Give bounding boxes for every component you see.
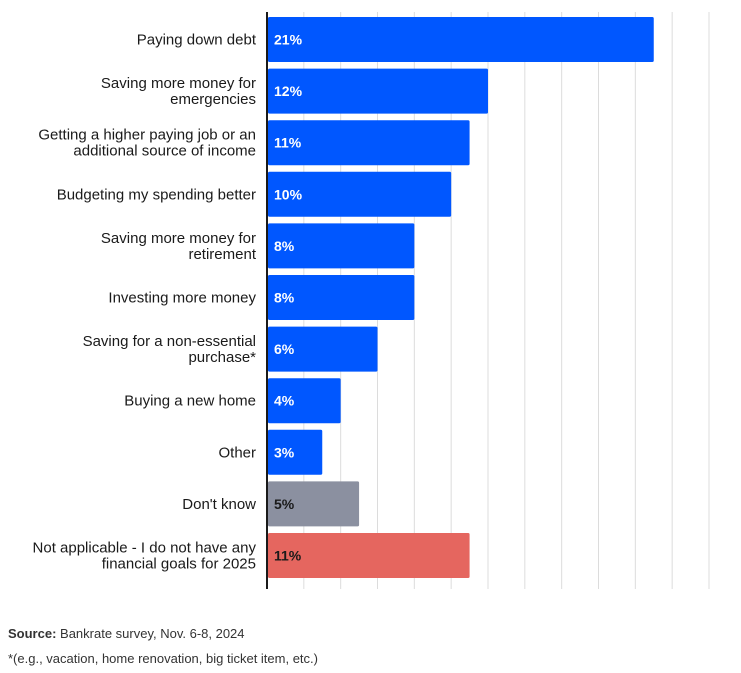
bar — [268, 171, 452, 217]
category-label: Don't know — [182, 496, 256, 513]
category-label-line: Other — [218, 444, 256, 461]
source-label: Source: — [8, 626, 57, 641]
bar — [268, 120, 470, 166]
data-label: 10% — [274, 186, 303, 202]
category-label-line: Investing more money — [108, 290, 256, 307]
source-text: Bankrate survey, Nov. 6-8, 2024 — [56, 626, 245, 641]
bar-chart: 21% 12% 11% 10% 8% 8% 6% 4% 3% 5% 11% Paying down … — [33, 12, 710, 589]
category-label-line: Paying down debt — [137, 32, 257, 49]
data-label: 11% — [274, 548, 302, 564]
category-label-line: Buying a new home — [124, 393, 256, 410]
bar — [268, 533, 470, 578]
category-label: Saving for a non-essential purchase* — [83, 333, 257, 366]
data-label: 8% — [274, 238, 295, 254]
data-label: 5% — [274, 496, 295, 512]
data-label: 6% — [274, 341, 295, 357]
category-label-line: Budgeting my spending better — [57, 186, 256, 203]
bar — [268, 68, 488, 114]
category-label-line: emergencies — [170, 91, 256, 108]
category-label-line: Saving more money for — [101, 75, 256, 92]
bar — [268, 223, 415, 269]
category-label: Other — [218, 444, 256, 461]
source-note: Source: Bankrate survey, Nov. 6-8, 2024 — [8, 626, 245, 641]
data-label: 11% — [274, 135, 302, 151]
category-label-line: financial goals for 2025 — [102, 556, 256, 573]
data-label: 3% — [274, 444, 295, 460]
category-label-line: Getting a higher paying job or an — [38, 127, 256, 144]
bar — [268, 326, 378, 372]
category-label: Buying a new home — [124, 393, 256, 410]
category-label-line: retirement — [188, 246, 256, 263]
category-label: Not applicable - I do not have any financ… — [33, 540, 257, 573]
data-label: 21% — [274, 32, 303, 48]
category-label: Budgeting my spending better — [57, 186, 256, 203]
category-label: Getting a higher paying job or an additio… — [38, 127, 256, 160]
category-label-line: additional source of income — [73, 143, 256, 160]
category-label-line: Saving for a non-essential — [83, 333, 256, 350]
bars: 21% 12% 11% 10% 8% 8% 6% 4% 3% 5% 11% — [268, 17, 654, 578]
category-label-line: Not applicable - I do not have any — [33, 540, 257, 557]
bar — [268, 481, 360, 527]
category-label-line: purchase* — [188, 349, 256, 366]
bar — [268, 275, 415, 320]
data-label: 4% — [274, 393, 295, 409]
footnote: *(e.g., vacation, home renovation, big t… — [8, 651, 318, 666]
category-label-line: Saving more money for — [101, 230, 256, 247]
bar — [268, 17, 654, 62]
data-label: 8% — [274, 290, 295, 306]
bar — [268, 429, 323, 475]
category-label-line: Don't know — [182, 496, 256, 513]
bar — [268, 378, 341, 424]
category-label: Paying down debt — [137, 32, 257, 49]
data-label: 12% — [274, 83, 303, 99]
category-label: Saving more money for emergencies — [101, 75, 256, 108]
category-label: Saving more money for retirement — [101, 230, 257, 263]
category-label: Investing more money — [108, 290, 256, 307]
